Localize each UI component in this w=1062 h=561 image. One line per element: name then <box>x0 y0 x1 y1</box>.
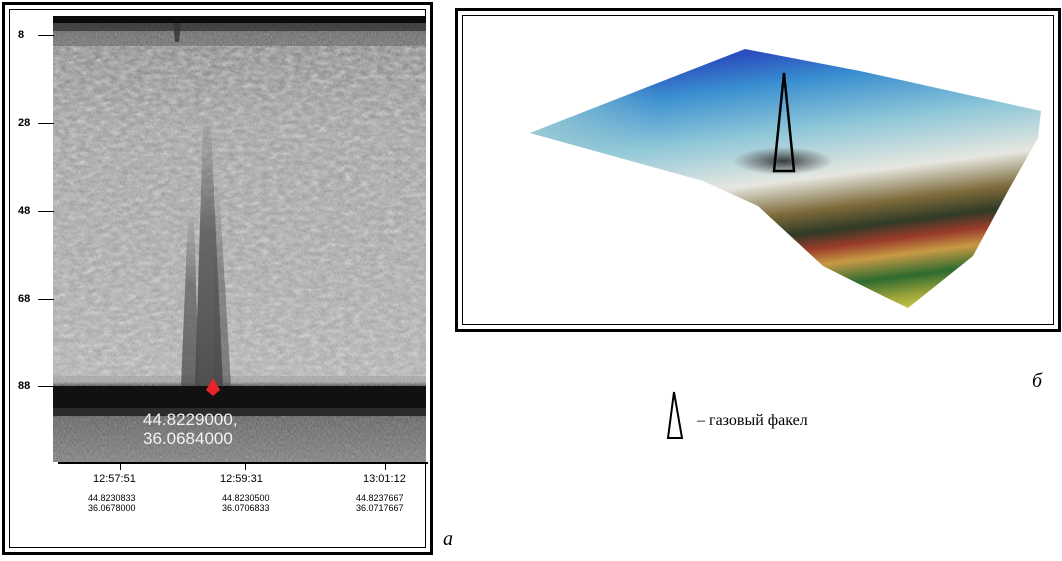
x-time-label: 13:01:12 <box>363 473 406 485</box>
y-tick <box>38 123 54 124</box>
surface-panel-inner <box>462 15 1054 325</box>
point-longitude: 36.0684000 <box>143 429 233 448</box>
x-coord-lon: 36.0706833 <box>222 503 270 513</box>
y-tick-label: 68 <box>18 293 31 305</box>
x-coord-lon: 36.0678000 <box>88 503 136 513</box>
legend-label: – газовый факел <box>697 412 808 429</box>
x-tick <box>385 462 386 470</box>
x-time-label: 12:59:31 <box>220 473 263 485</box>
point-latitude: 44.8229000, <box>143 410 238 429</box>
x-time-label: 12:57:51 <box>93 473 136 485</box>
panel-letter-a: a <box>443 528 453 550</box>
y-tick-label: 28 <box>18 117 31 129</box>
x-tick <box>120 462 121 470</box>
point-coordinates-label: 44.8229000, 36.0684000 <box>143 410 238 448</box>
y-tick <box>38 299 54 300</box>
surface-panel <box>455 8 1061 332</box>
y-tick-label: 48 <box>18 205 31 217</box>
x-coord-lon: 36.0717667 <box>356 503 404 513</box>
y-tick <box>38 386 54 387</box>
panel-letter-b: б <box>1032 370 1043 392</box>
x-coordinate-label: 44.8230500 36.0706833 <box>222 493 270 513</box>
x-coordinate-label: 44.8237667 36.0717667 <box>356 493 404 513</box>
echogram-image <box>53 16 426 462</box>
x-coord-lat: 44.8237667 <box>356 493 404 503</box>
x-coord-lat: 44.8230833 <box>88 493 136 503</box>
x-coordinate-label: 44.8230833 36.0678000 <box>88 493 136 513</box>
seabed-surface <box>530 49 1041 308</box>
y-tick <box>38 211 54 212</box>
y-tick-label: 8 <box>18 29 25 41</box>
gas-flare-icon <box>666 391 684 439</box>
x-tick <box>245 462 246 470</box>
x-axis-line <box>58 462 428 464</box>
x-coord-lat: 44.8230500 <box>222 493 270 503</box>
y-tick <box>38 35 54 36</box>
y-tick-label: 88 <box>18 380 31 392</box>
